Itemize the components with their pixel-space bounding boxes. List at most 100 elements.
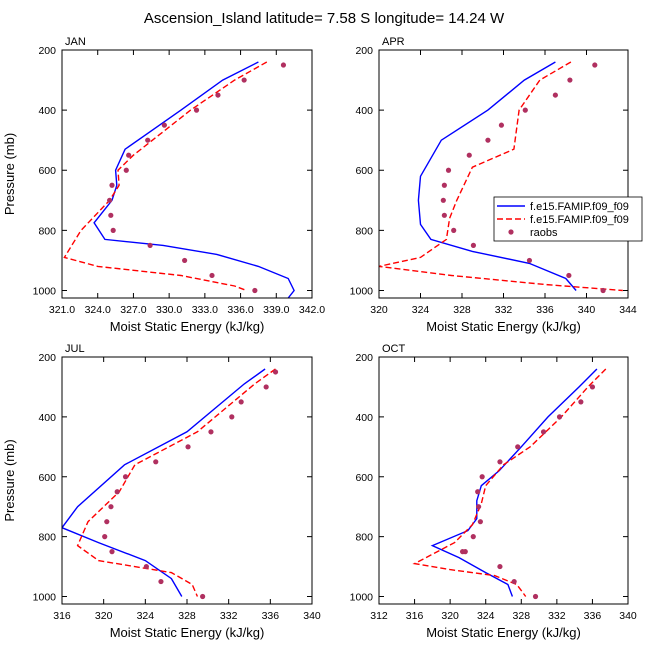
raobs-point <box>108 212 114 218</box>
raobs-point <box>272 369 279 375</box>
raobs-point <box>158 578 164 585</box>
raobs-point <box>600 287 606 294</box>
raobs-point <box>566 272 572 279</box>
model-line-solid <box>417 61 577 291</box>
x-tick-label: 340 <box>578 304 596 316</box>
raobs-point <box>476 504 482 510</box>
plot-area <box>412 368 607 600</box>
raobs-point <box>114 489 120 495</box>
raobs-point <box>109 549 115 555</box>
x-tick-label: 330.0 <box>156 304 182 316</box>
plot-frame <box>378 356 629 605</box>
legend-label: f.e15.FAMIP.f09_f09 <box>530 201 629 213</box>
raobs-point <box>556 414 563 420</box>
x-tick-label: 328 <box>453 304 471 316</box>
x-tick-label: 324 <box>137 610 155 622</box>
raobs-point <box>143 563 149 570</box>
raobs-point <box>445 167 452 173</box>
x-tick-label: 344 <box>619 304 637 316</box>
raobs-point <box>515 444 521 450</box>
legend-label: f.e15.FAMIP.f09_f09 <box>530 214 629 226</box>
y-tick-label: 200 <box>355 45 373 57</box>
raobs-point <box>241 77 247 83</box>
raobs-point <box>123 167 129 173</box>
raobs-point <box>108 504 114 510</box>
y-tick-label: 1000 <box>33 592 57 604</box>
y-tick-label: 1000 <box>350 592 374 604</box>
x-tick-label: 332 <box>548 610 566 622</box>
y-tick-label: 400 <box>38 105 56 117</box>
raobs-point <box>578 399 584 405</box>
plot-frame <box>61 49 313 299</box>
raobs-point <box>209 272 215 279</box>
raobs-point <box>200 593 206 600</box>
panel-label: APR <box>382 36 405 48</box>
panel-label: JUL <box>65 343 85 355</box>
model-line-dashed <box>63 61 268 292</box>
y-tick-label: 400 <box>38 412 56 424</box>
plot-area <box>379 61 623 294</box>
x-tick-label: 321.0 <box>49 304 75 316</box>
raobs-point <box>229 414 235 420</box>
raobs-point <box>462 549 468 555</box>
plot-frame <box>378 49 629 299</box>
raobs-point <box>440 197 446 203</box>
y-tick-label: 600 <box>355 165 373 177</box>
raobs-point <box>110 227 116 233</box>
x-axis-label: Moist Static Energy (kJ/kg) <box>426 319 581 334</box>
x-tick-label: 336 <box>262 610 280 622</box>
x-tick-label: 320 <box>370 304 388 316</box>
raobs-point <box>182 257 188 264</box>
legend-label: raobs <box>530 227 558 239</box>
raobs-point <box>193 107 200 113</box>
raobs-point <box>470 242 477 248</box>
y-axis-label: Pressure (mb) <box>2 439 17 521</box>
model-line-solid <box>430 368 598 597</box>
raobs-point <box>540 429 547 435</box>
y-tick-label: 1000 <box>33 285 57 297</box>
raobs-point <box>470 534 476 540</box>
raobs-point <box>441 212 447 218</box>
x-tick-label: 342.0 <box>299 304 325 316</box>
y-tick-label: 400 <box>355 105 373 117</box>
y-tick-label: 400 <box>355 412 373 424</box>
x-tick-label: 324.0 <box>85 304 111 316</box>
x-axis-label: Moist Static Energy (kJ/kg) <box>426 625 581 640</box>
x-tick-label: 332 <box>220 610 238 622</box>
raobs-point <box>589 384 596 390</box>
x-axis-label: Moist Static Energy (kJ/kg) <box>110 625 265 640</box>
raobs-point <box>479 474 485 480</box>
raobs-point <box>592 62 598 68</box>
panel-jan: 321.0 324.0 327.0 330.0 333.0 336.0 339.0 342.0… <box>2 36 325 334</box>
x-tick-label: 340 <box>619 610 637 622</box>
raobs-point <box>208 429 214 435</box>
raobs-point <box>522 107 528 113</box>
panel-oct: 312 316 320 324 328 332 336 340 200 400 600 800 1000… <box>350 343 637 640</box>
y-tick-label: 200 <box>355 352 373 364</box>
raobs-point <box>526 257 533 264</box>
raobs-point <box>477 519 483 525</box>
x-tick-label: 336 <box>536 304 554 316</box>
x-tick-label: 332 <box>495 304 513 316</box>
x-tick-label: 324 <box>412 304 430 316</box>
raobs-point <box>475 489 481 495</box>
panel-apr: 320 324 328 332 336 340 344 200 400 600 800 1000 APR… <box>350 36 637 334</box>
raobs-point <box>451 227 457 233</box>
y-tick-label: 1000 <box>350 285 374 297</box>
x-tick-label: 312 <box>370 610 388 622</box>
panel-label: JAN <box>65 36 86 48</box>
panels: 321.0 324.0 327.0 330.0 333.0 336.0 339.0 342.0… <box>2 36 643 640</box>
x-tick-label: 316 <box>406 610 424 622</box>
legend: f.e15.FAMIP.f09_f09f.e15.FAMIP.f09_f09ra… <box>493 196 643 242</box>
x-tick-label: 316 <box>53 610 71 622</box>
raobs-point <box>532 593 539 600</box>
x-axis-label: Moist Static Energy (kJ/kg) <box>110 319 265 334</box>
y-tick-label: 800 <box>355 532 373 544</box>
x-tick-label: 328 <box>178 610 196 622</box>
model-line-solid <box>93 61 295 298</box>
raobs-point <box>498 122 505 128</box>
model-line-dashed <box>412 368 607 597</box>
x-tick-label: 339.0 <box>263 304 289 316</box>
figure-title: Ascension_Island latitude= 7.58 S longit… <box>144 10 505 27</box>
raobs-point <box>466 152 472 158</box>
